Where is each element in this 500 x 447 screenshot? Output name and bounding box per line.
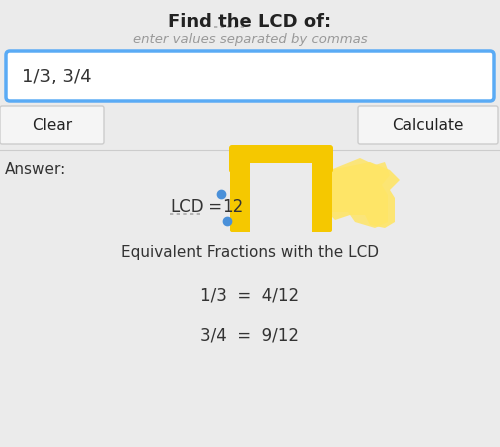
Text: 3/4  =  9/12: 3/4 = 9/12 bbox=[200, 326, 300, 344]
Polygon shape bbox=[330, 162, 400, 228]
FancyBboxPatch shape bbox=[358, 106, 498, 144]
Text: Find the LCD of:: Find the LCD of: bbox=[168, 13, 332, 31]
Polygon shape bbox=[318, 158, 390, 228]
Text: 12: 12 bbox=[222, 198, 243, 216]
Text: LCD: LCD bbox=[170, 198, 203, 216]
Text: enter values separated by commas: enter values separated by commas bbox=[132, 34, 368, 46]
FancyBboxPatch shape bbox=[6, 51, 494, 101]
FancyBboxPatch shape bbox=[250, 163, 312, 232]
Text: 1/3  =  4/12: 1/3 = 4/12 bbox=[200, 286, 300, 304]
FancyBboxPatch shape bbox=[308, 146, 332, 232]
FancyBboxPatch shape bbox=[230, 146, 254, 232]
FancyBboxPatch shape bbox=[229, 145, 333, 173]
Text: Clear: Clear bbox=[32, 118, 72, 132]
Text: Equivalent Fractions with the LCD: Equivalent Fractions with the LCD bbox=[121, 245, 379, 260]
Text: Calculate: Calculate bbox=[392, 118, 464, 132]
FancyBboxPatch shape bbox=[0, 106, 104, 144]
Text: 1/3, 3/4: 1/3, 3/4 bbox=[22, 68, 92, 86]
Text: =: = bbox=[203, 198, 228, 216]
Text: Answer:: Answer: bbox=[5, 163, 66, 177]
